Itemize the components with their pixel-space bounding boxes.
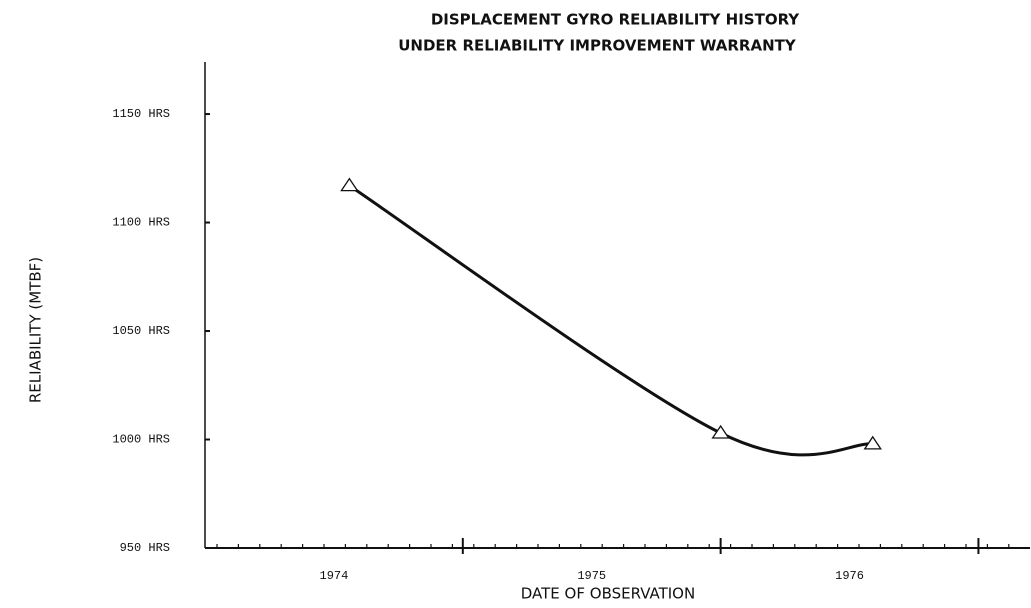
x-tick-label: 1975: [577, 569, 606, 583]
line: [348, 184, 873, 457]
y-tick-label: 1150 HRS: [112, 107, 170, 121]
y-tick-label: 1050 HRS: [112, 324, 170, 338]
marker: [863, 435, 882, 450]
y-tick-label: 1100 HRS: [112, 216, 170, 230]
x-axis-label: DATE OF OBSERVATION: [521, 585, 695, 603]
marker: [711, 424, 730, 439]
y-tick-label: 1000 HRS: [112, 433, 170, 447]
y-axis-label: RELIABILITY (MTBF): [27, 257, 45, 403]
x-tick-label: 1974: [320, 569, 349, 583]
marker: [340, 177, 359, 192]
chart-title: DISPLACEMENT GYRO RELIABILITY HISTORY: [431, 11, 800, 29]
y-tick-label: 950 HRS: [120, 541, 170, 555]
chart-subtitle: UNDER RELIABILITY IMPROVEMENT WARRANTY: [398, 37, 797, 55]
x-tick-label: 1976: [835, 569, 864, 583]
